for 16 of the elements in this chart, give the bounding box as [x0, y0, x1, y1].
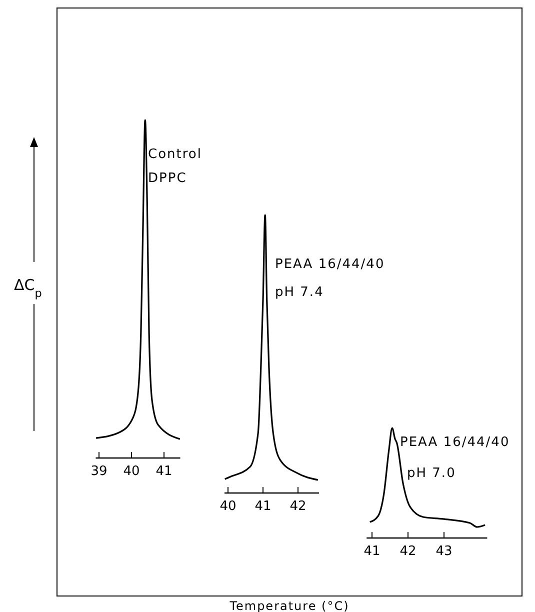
- x-tick-label: 42: [290, 499, 306, 514]
- annotation: pH 7.4: [275, 285, 324, 300]
- x-tick-label: 41: [156, 464, 172, 479]
- annotation: Control: [148, 147, 202, 162]
- y-axis-title: ΔC$_{p}$: [14, 276, 42, 300]
- x-tick-label: 40: [220, 499, 236, 514]
- x-tick-label: 39: [90, 464, 108, 479]
- x-tick-label: 42: [400, 544, 416, 559]
- x-tick-label: 43: [436, 544, 452, 559]
- annotation: DPPC: [148, 171, 187, 186]
- x-tick-label: 40: [123, 464, 140, 479]
- x-tick-label: 41: [254, 499, 272, 514]
- annotation: PEAA 16/44/40: [275, 257, 385, 272]
- x-tick-label: 41: [364, 544, 380, 559]
- annotation: pH 7.0: [407, 466, 456, 481]
- annotation: PEAA 16/44/40: [400, 435, 510, 450]
